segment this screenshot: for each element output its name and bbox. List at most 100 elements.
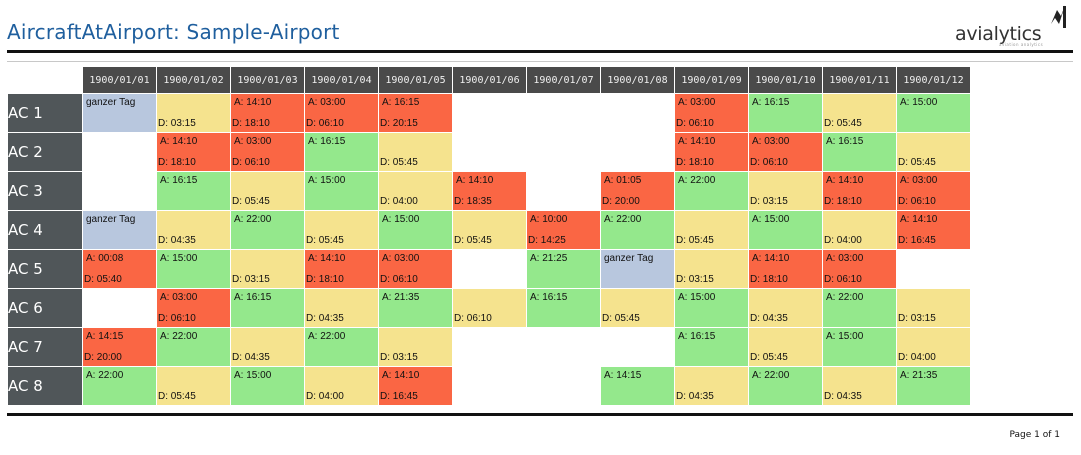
aircraft-schedule-table: 1900/01/01 1900/01/02 1900/01/03 1900/01/04… [7, 66, 971, 406]
schedule-cell: ganzer Tag [82, 93, 157, 133]
date-header-row: 1900/01/01 1900/01/02 1900/01/03 1900/01/04… [7, 66, 971, 94]
schedule-cell [600, 132, 675, 172]
arrival-time: A: 10:00 [530, 214, 568, 225]
schedule-cell: A: 15:00 [748, 210, 823, 250]
aircraft-row: AC 2 A: 14:10 D: 18:10 A: 03:00 D: 06:10 A: 1… [7, 132, 971, 172]
arrival-time: A: 14:10 [160, 136, 198, 147]
arrival-time: A: 22:00 [678, 175, 716, 186]
schedule-cell: D: 05:45 [748, 327, 823, 367]
aircraft-label: AC 7 [7, 327, 83, 367]
departure-time: D: 18:35 [454, 196, 492, 207]
aircraft-label: AC 8 [7, 366, 83, 406]
schedule-cell: A: 14:15 [600, 366, 675, 406]
departure-time: D: 05:40 [84, 274, 122, 285]
schedule-cell [526, 132, 601, 172]
full-day-label: ganzer Tag [86, 97, 136, 108]
avialytics-logo: avialytics aviation analytics [955, 4, 1075, 48]
departure-time: D: 06:10 [158, 313, 196, 324]
date-column-header: 1900/01/10 [748, 66, 823, 94]
schedule-cell [82, 132, 157, 172]
aircraft-label: AC 6 [7, 288, 83, 328]
schedule-cell [600, 93, 675, 133]
arrival-time: A: 16:15 [752, 97, 790, 108]
arrival-time: A: 22:00 [160, 331, 198, 342]
departure-time: D: 03:15 [898, 313, 936, 324]
schedule-cell: D: 03:15 [674, 249, 749, 289]
header-rule [7, 50, 1073, 53]
schedule-cell: A: 01:05 D: 20:00 [600, 171, 675, 211]
departure-time: D: 18:10 [232, 118, 270, 129]
table-corner [7, 66, 83, 94]
schedule-cell [526, 171, 601, 211]
departure-time: D: 18:10 [824, 196, 862, 207]
schedule-cell [452, 249, 527, 289]
departure-time: D: 04:35 [232, 352, 270, 363]
schedule-cell [896, 249, 971, 289]
schedule-cell: D: 04:00 [896, 327, 971, 367]
departure-time: D: 03:15 [380, 352, 418, 363]
aircraft-label: AC 1 [7, 93, 83, 133]
arrival-time: A: 14:10 [678, 136, 716, 147]
schedule-cell [452, 366, 527, 406]
schedule-cell: D: 04:35 [156, 210, 231, 250]
arrival-time: A: 00:08 [86, 253, 124, 264]
arrival-time: A: 03:00 [308, 97, 346, 108]
schedule-cell: D: 03:15 [230, 249, 305, 289]
schedule-cell: A: 03:00 D: 06:10 [748, 132, 823, 172]
schedule-cell: D: 05:45 [674, 210, 749, 250]
schedule-cell: D: 04:00 [378, 171, 453, 211]
departure-time: D: 04:35 [676, 391, 714, 402]
departure-time: D: 18:10 [158, 157, 196, 168]
schedule-cell: D: 05:45 [600, 288, 675, 328]
schedule-cell: D: 03:15 [156, 93, 231, 133]
arrival-time: A: 14:10 [234, 97, 272, 108]
date-column-header: 1900/01/08 [600, 66, 675, 94]
departure-time: D: 18:10 [676, 157, 714, 168]
departure-time: D: 04:00 [898, 352, 936, 363]
aircraft-row: AC 4 ganzer Tag D: 04:35 A: 22:00 D: 05:45 A:… [7, 210, 971, 250]
schedule-cell [452, 132, 527, 172]
header-rule-thin [7, 61, 1073, 62]
page-title: AircraftAtAirport: Sample-Airport [7, 20, 340, 44]
aircraft-row: AC 1 ganzer Tag D: 03:15 A: 14:10 D: 18:10 A:… [7, 93, 971, 133]
schedule-cell: A: 14:10 D: 18:10 [748, 249, 823, 289]
schedule-cell [452, 93, 527, 133]
arrival-time: A: 21:35 [382, 292, 420, 303]
date-column-header: 1900/01/05 [378, 66, 453, 94]
schedule-cell: A: 14:10 D: 18:10 [674, 132, 749, 172]
schedule-cell: A: 14:10 D: 18:10 [156, 132, 231, 172]
departure-time: D: 05:45 [676, 235, 714, 246]
departure-time: D: 06:10 [750, 157, 788, 168]
departure-time: D: 16:45 [898, 235, 936, 246]
schedule-cell: D: 04:35 [674, 366, 749, 406]
arrival-time: A: 03:00 [234, 136, 272, 147]
departure-time: D: 18:10 [750, 274, 788, 285]
departure-time: D: 06:10 [232, 157, 270, 168]
departure-time: D: 03:15 [676, 274, 714, 285]
arrival-time: A: 03:00 [678, 97, 716, 108]
arrival-time: A: 22:00 [604, 214, 642, 225]
schedule-cell: A: 14:10 D: 18:10 [822, 171, 897, 211]
schedule-cell: A: 15:00 [896, 93, 971, 133]
schedule-cell [82, 171, 157, 211]
schedule-cell: A: 15:00 [156, 249, 231, 289]
schedule-cell: D: 04:35 [230, 327, 305, 367]
schedule-cell: D: 05:45 [896, 132, 971, 172]
departure-time: D: 05:45 [306, 235, 344, 246]
schedule-cell: D: 05:45 [452, 210, 527, 250]
schedule-cell: A: 22:00 [748, 366, 823, 406]
schedule-cell: D: 05:45 [230, 171, 305, 211]
arrival-time: A: 14:10 [456, 175, 494, 186]
schedule-cell: A: 14:10 D: 18:35 [452, 171, 527, 211]
schedule-cell: D: 05:45 [378, 132, 453, 172]
schedule-cell [452, 327, 527, 367]
schedule-cell: A: 16:15 [230, 288, 305, 328]
aircraft-row: AC 6 A: 03:00 D: 06:10 A: 16:15 D: 04:35 A: 2… [7, 288, 971, 328]
arrival-time: A: 21:35 [900, 370, 938, 381]
arrival-time: A: 15:00 [826, 331, 864, 342]
full-day-label: ganzer Tag [86, 214, 136, 225]
departure-time: D: 06:10 [306, 118, 344, 129]
schedule-cell: A: 03:00 D: 06:10 [230, 132, 305, 172]
schedule-cell: D: 03:15 [748, 171, 823, 211]
schedule-cell: D: 04:35 [822, 366, 897, 406]
